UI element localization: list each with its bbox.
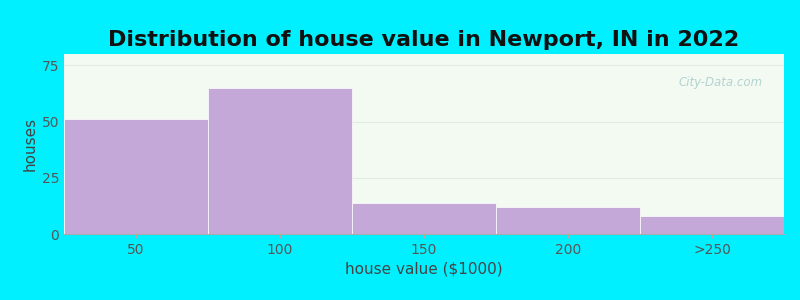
Y-axis label: houses: houses <box>22 117 38 171</box>
Text: City-Data.com: City-Data.com <box>678 76 762 88</box>
Bar <box>64 119 208 234</box>
X-axis label: house value ($1000): house value ($1000) <box>345 261 503 276</box>
Bar <box>208 88 352 234</box>
Bar <box>352 202 496 234</box>
Bar <box>496 207 640 234</box>
Bar <box>640 216 784 234</box>
Title: Distribution of house value in Newport, IN in 2022: Distribution of house value in Newport, … <box>109 30 739 50</box>
